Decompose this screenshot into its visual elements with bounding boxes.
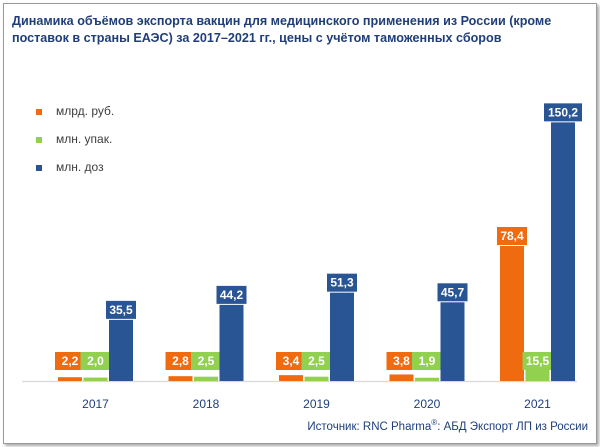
bar-2017-series-3: [109, 319, 133, 381]
legend-swatch-packs: [36, 137, 42, 143]
bar-2020-series-1: [389, 374, 414, 381]
x-tick-label-2020: 2020: [414, 397, 441, 411]
data-label-box-2021-series-1: [497, 226, 527, 245]
data-label-2021-series-3: 150,2: [548, 105, 578, 119]
data-label-2020-series-1: 3,8: [393, 354, 410, 368]
data-label-2018-series-2: 2,5: [198, 354, 215, 368]
bar-2019-series-3: [330, 292, 354, 381]
data-label-2018-series-1: 2,8: [172, 354, 189, 368]
x-tick-label-2017: 2017: [82, 397, 109, 411]
bar-2019-series-1: [279, 375, 303, 381]
bar-2020-series-3: [440, 302, 465, 381]
legend-label-packs: млн. упак.: [56, 132, 113, 146]
chart-title-line-1: Динамика объёмов экспорта вакцин для мед…: [12, 14, 552, 28]
bar-2018-series-3: [219, 304, 244, 381]
data-label-box-2021-series-2: [522, 352, 553, 370]
x-tick-label-2018: 2018: [193, 397, 220, 411]
bar-2021-series-3: [551, 122, 575, 382]
bar-2020-series-2: [415, 377, 439, 381]
bar-2018-series-1: [168, 376, 193, 381]
data-label-box-2019-series-2: [301, 352, 332, 370]
data-label-2020-series-2: 1,9: [419, 354, 436, 368]
legend-swatch-doses: [36, 165, 42, 171]
data-label-2017-series-2: 2,0: [87, 354, 104, 368]
data-label-2019-series-1: 3,4: [283, 354, 300, 368]
data-label-2018-series-3: 44,2: [220, 288, 244, 302]
data-label-2021-series-2: 15,5: [526, 354, 550, 368]
data-label-box-2018-series-3: [216, 285, 247, 304]
data-label-box-2017-series-3: [106, 300, 136, 319]
legend-swatch-rub: [36, 109, 42, 115]
data-label-box-2018-series-1: [165, 352, 196, 370]
bar-2019-series-2: [304, 376, 329, 381]
data-label-2020-series-3: 45,7: [441, 285, 465, 299]
chart-title: Динамика объёмов экспорта вакцин для мед…: [12, 13, 590, 47]
data-label-box-2018-series-2: [191, 352, 221, 370]
bar-2018-series-2: [194, 376, 218, 381]
bar-2017-series-2: [83, 377, 108, 381]
legend-label-doses: млн. доз: [56, 160, 104, 174]
legend-label-rub: млрд. руб.: [56, 104, 115, 118]
data-label-box-2020-series-3: [437, 283, 468, 302]
source-note: Источник: RNC Pharma®: АБД Экспорт ЛП из…: [307, 418, 588, 433]
data-label-box-2021-series-3: [544, 103, 582, 122]
chart-frame: [3, 3, 597, 444]
data-label-box-2019-series-3: [327, 273, 357, 292]
registered-mark: ®: [431, 418, 438, 427]
data-label-box-2017-series-2: [80, 352, 111, 370]
x-tick-label-2021: 2021: [524, 397, 551, 411]
bar-2021-series-1: [500, 245, 524, 381]
data-label-box-2017-series-1: [55, 352, 85, 370]
source-suffix: : АБД Экспорт ЛП из России: [437, 420, 588, 433]
data-label-2017-series-3: 35,5: [109, 303, 133, 317]
data-label-2017-series-1: 2,2: [62, 354, 79, 368]
data-label-box-2020-series-1: [386, 352, 417, 370]
data-label-2019-series-2: 2,5: [308, 354, 325, 368]
data-label-box-2019-series-1: [276, 352, 306, 370]
data-label-box-2020-series-2: [412, 352, 442, 370]
source-prefix: Источник: RNC Pharma: [307, 420, 432, 433]
x-tick-label-2019: 2019: [303, 397, 330, 411]
chart-title-line-2: поставок в страны ЕАЭС) за 2017–2021 гг.…: [12, 31, 502, 45]
bar-2017-series-1: [58, 377, 82, 381]
data-label-2021-series-1: 78,4: [500, 229, 524, 243]
data-label-2019-series-3: 51,3: [330, 276, 354, 290]
